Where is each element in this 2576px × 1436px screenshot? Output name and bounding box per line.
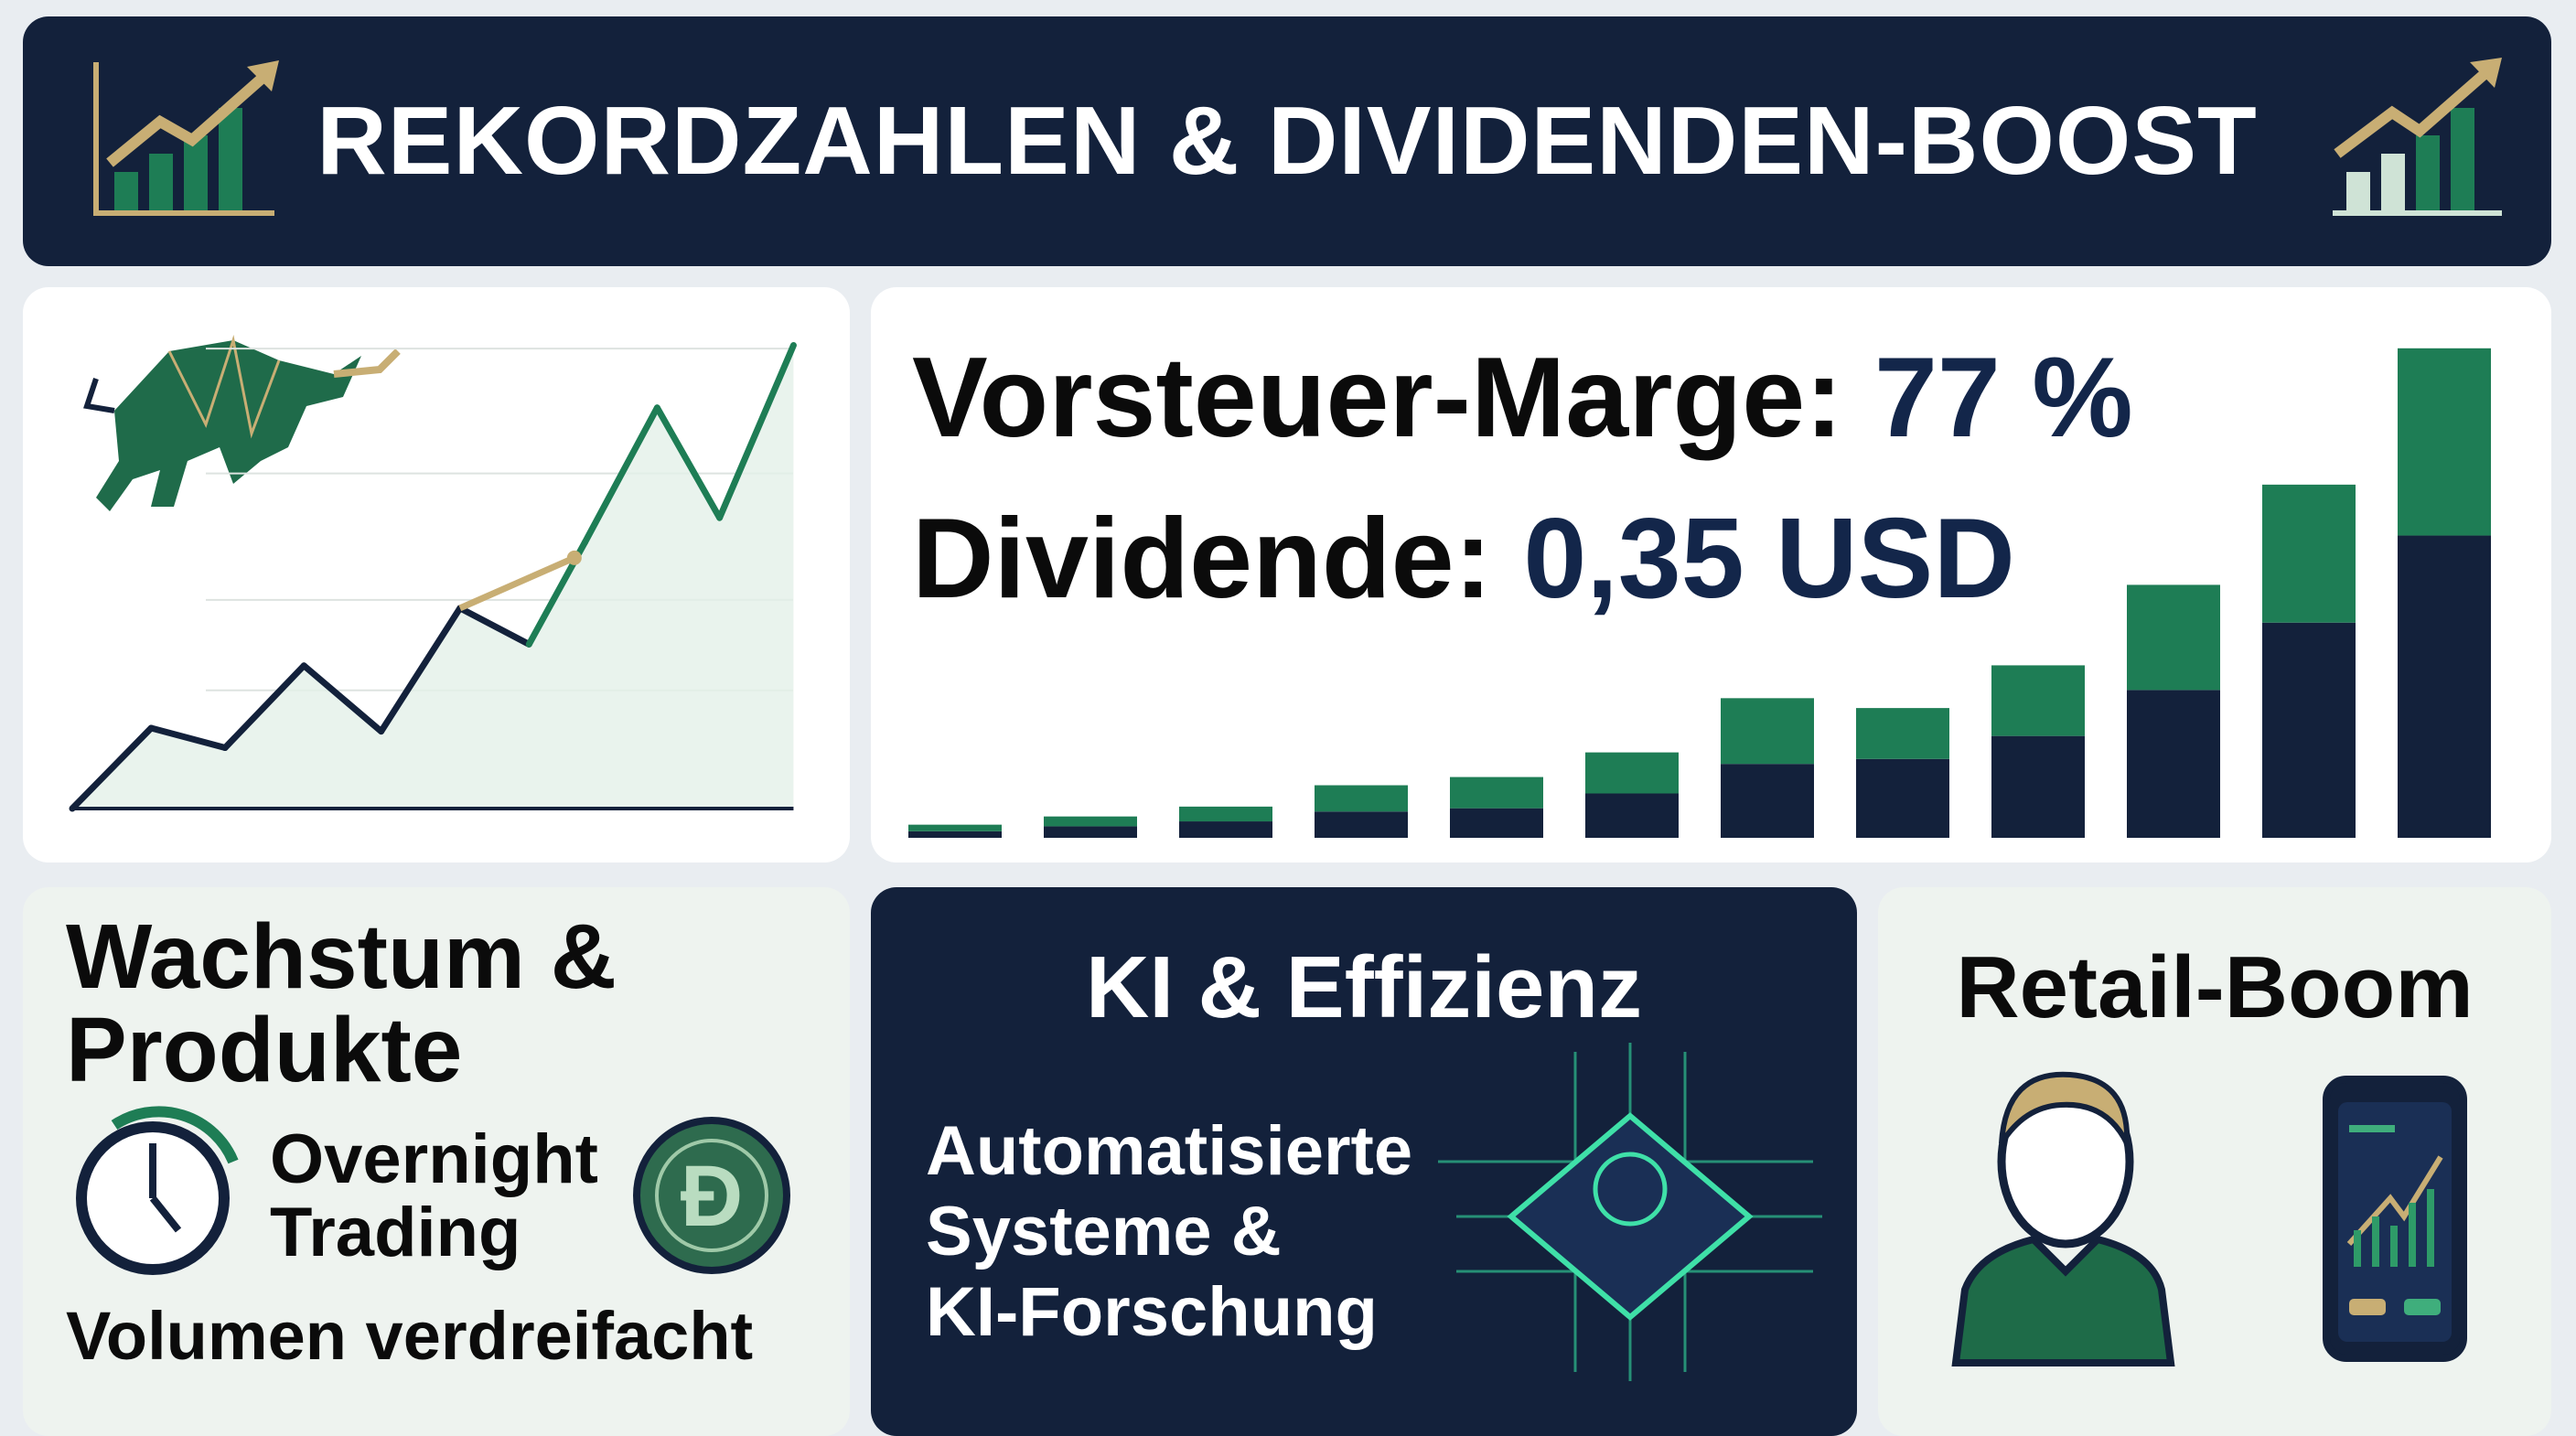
ai-description: Automatisierte Systeme & KI-Forschung [926, 1111, 1412, 1353]
smartphone-trading-icon [2323, 1076, 2467, 1362]
bar-base [1585, 793, 1679, 838]
ai-chip-icon [1438, 1043, 1822, 1381]
growth-panel: Wachstum & Produkte Đ Overnight Trading Vo… [23, 887, 850, 1436]
line-segment [581, 404, 660, 546]
bar-top [1585, 752, 1679, 794]
retail-title: Retail-Boom [1956, 938, 2474, 1036]
bar-base [2262, 622, 2356, 838]
line-segment [69, 724, 155, 812]
line-segment [716, 342, 797, 521]
margin-metric: Vorsteuer-Marge: 77 % [912, 333, 2133, 463]
overnight-trading-label: Overnight Trading [270, 1123, 598, 1270]
growth-title-line2: Produkte [66, 999, 463, 1101]
ai-line3: KI-Forschung [926, 1273, 1378, 1351]
feature-line2: Trading [270, 1194, 521, 1271]
dividend-value: 0,35 USD [1523, 496, 2015, 622]
ai-line2: Systeme & [926, 1193, 1282, 1270]
header-banner: REKORDZAHLEN & DIVIDENDEN-BOOST [23, 16, 2551, 266]
margin-value: 77 % [1873, 335, 2133, 461]
bar-base [1179, 821, 1272, 838]
page-title: REKORDZAHLEN & DIVIDENDEN-BOOST [317, 87, 2258, 195]
bar-top [2398, 348, 2491, 536]
svg-text:Đ: Đ [681, 1148, 744, 1245]
line-segment [300, 662, 385, 735]
dividend-metric: Dividende: 0,35 USD [912, 494, 2015, 624]
highlight-point [566, 550, 582, 565]
bar-base [1044, 826, 1137, 838]
line-chart-panel [23, 287, 850, 863]
ai-title: KI & Effizienz [1085, 938, 1642, 1036]
line-segment [456, 605, 532, 648]
margin-label: Vorsteuer-Marge: [912, 335, 1843, 461]
dividend-label: Dividende: [912, 496, 1492, 622]
bar-top [1721, 698, 1814, 765]
bar-top [2127, 584, 2220, 691]
bull-icon [83, 335, 401, 511]
ai-panel: KI & Effizienz Automatisierte Systeme & KI… [871, 887, 1857, 1436]
growth-title-line1: Wachstum & [66, 906, 617, 1008]
line-segment [147, 724, 229, 752]
highlight-segment [458, 554, 576, 612]
bar-base [1450, 808, 1543, 838]
bar-base [2398, 535, 2491, 838]
bar-top [1991, 665, 2085, 736]
line-segment [653, 404, 724, 521]
bar-top [1450, 777, 1543, 809]
chart-growth-icon-right [2333, 58, 2502, 216]
kpi-panel: Vorsteuer-Marge: 77 % Dividende: 0,35 US… [871, 287, 2551, 863]
investor-icon [1951, 1071, 2175, 1366]
bar-base [1856, 758, 1949, 838]
bar-top [1044, 816, 1137, 827]
bar-base [2127, 690, 2220, 838]
line-segment [378, 605, 464, 735]
bar-base [1721, 764, 1814, 838]
retail-panel: Retail-Boom [1878, 887, 2551, 1436]
chart-growth-icon-left [93, 60, 279, 216]
bar-base [1315, 811, 1408, 838]
feature-line1: Overnight [270, 1120, 598, 1198]
ai-line1: Automatisierte [926, 1112, 1413, 1190]
bar-base [908, 831, 1002, 838]
line-segment [221, 662, 307, 752]
bar-top [2262, 484, 2356, 623]
growth-title: Wachstum & Produkte [66, 910, 617, 1097]
volume-label: Volumen verdreifacht [66, 1298, 754, 1374]
bar-top [1856, 708, 1949, 759]
bar-base [1991, 735, 2085, 838]
line-chart [69, 335, 797, 812]
bar-top [1315, 785, 1408, 812]
bar-top [1179, 806, 1272, 822]
area-fill [72, 345, 794, 809]
crypto-coin-icon: Đ [633, 1117, 790, 1274]
clock-icon [76, 1106, 239, 1275]
bar-top [908, 824, 1002, 831]
stacked-bar-chart [908, 348, 2491, 838]
